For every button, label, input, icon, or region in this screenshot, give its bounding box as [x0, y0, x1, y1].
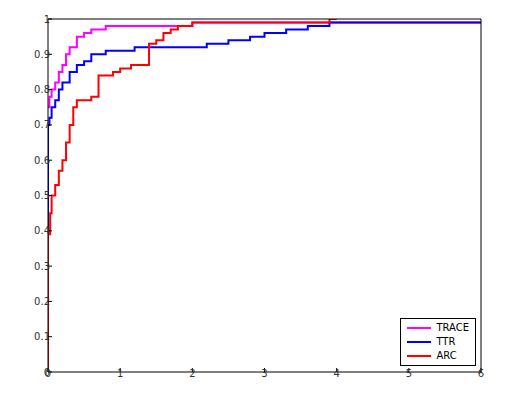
svg-text:1: 1: [44, 14, 50, 25]
svg-text:0.1: 0.1: [34, 331, 50, 342]
svg-text:2: 2: [189, 368, 195, 379]
svg-text:0.5: 0.5: [34, 190, 50, 201]
html-text:TTR: TTR: [436, 336, 456, 347]
svg-text:6: 6: [478, 368, 484, 379]
svg-text:1: 1: [117, 368, 123, 379]
html-text:ARC: ARC: [436, 350, 457, 361]
svg-text:0.9: 0.9: [34, 49, 50, 60]
svg-text:0.2: 0.2: [34, 296, 50, 307]
svg-text:0: 0: [44, 367, 50, 378]
svg-text:0.6: 0.6: [34, 155, 50, 166]
svg-text:4: 4: [333, 368, 339, 379]
svg-text:0.4: 0.4: [34, 225, 50, 236]
svg-text:0.7: 0.7: [34, 119, 50, 130]
svg-text:5: 5: [406, 368, 412, 379]
svg-text:3: 3: [261, 368, 267, 379]
html-text:TRACE: TRACE: [436, 322, 469, 333]
svg-text:0.8: 0.8: [34, 84, 50, 95]
svg-text:0.3: 0.3: [34, 261, 50, 272]
